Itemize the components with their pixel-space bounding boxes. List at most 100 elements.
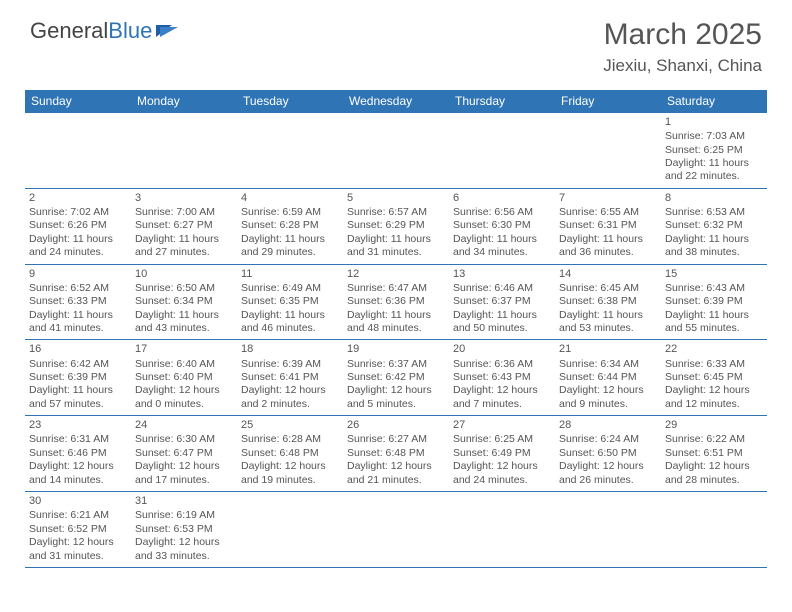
- sunset-text: Sunset: 6:45 PM: [665, 371, 763, 384]
- calendar-day-cell: 1Sunrise: 7:03 AMSunset: 6:25 PMDaylight…: [661, 113, 767, 189]
- sunrise-text: Sunrise: 6:45 AM: [559, 282, 657, 295]
- sunset-text: Sunset: 6:53 PM: [135, 523, 233, 536]
- sunset-text: Sunset: 6:46 PM: [29, 447, 127, 460]
- calendar-day-cell: [25, 113, 131, 189]
- day-header-row: Sunday Monday Tuesday Wednesday Thursday…: [25, 90, 767, 113]
- calendar-day-cell: [343, 492, 449, 568]
- day-number: 10: [135, 267, 233, 281]
- day-number: 27: [453, 418, 551, 432]
- day-number: 6: [453, 191, 551, 205]
- calendar-week-row: 30Sunrise: 6:21 AMSunset: 6:52 PMDayligh…: [25, 492, 767, 568]
- calendar-day-cell: [237, 113, 343, 189]
- calendar-day-cell: [555, 492, 661, 568]
- calendar-day-cell: 19Sunrise: 6:37 AMSunset: 6:42 PMDayligh…: [343, 340, 449, 416]
- daylight-text: Daylight: 11 hours and 46 minutes.: [241, 309, 339, 336]
- location-text: Jiexiu, Shanxi, China: [603, 56, 762, 76]
- sunrise-text: Sunrise: 6:30 AM: [135, 433, 233, 446]
- day-number: 31: [135, 494, 233, 508]
- daylight-text: Daylight: 12 hours and 7 minutes.: [453, 384, 551, 411]
- month-title: March 2025: [603, 18, 762, 52]
- calendar-day-cell: 8Sunrise: 6:53 AMSunset: 6:32 PMDaylight…: [661, 188, 767, 264]
- calendar-day-cell: 18Sunrise: 6:39 AMSunset: 6:41 PMDayligh…: [237, 340, 343, 416]
- sunrise-text: Sunrise: 6:24 AM: [559, 433, 657, 446]
- day-number: 1: [665, 115, 763, 129]
- calendar-body: 1Sunrise: 7:03 AMSunset: 6:25 PMDaylight…: [25, 113, 767, 568]
- sunrise-text: Sunrise: 6:50 AM: [135, 282, 233, 295]
- sunset-text: Sunset: 6:50 PM: [559, 447, 657, 460]
- day-number: 11: [241, 267, 339, 281]
- calendar-day-cell: 10Sunrise: 6:50 AMSunset: 6:34 PMDayligh…: [131, 264, 237, 340]
- sunrise-text: Sunrise: 6:28 AM: [241, 433, 339, 446]
- calendar-day-cell: 22Sunrise: 6:33 AMSunset: 6:45 PMDayligh…: [661, 340, 767, 416]
- sunrise-text: Sunrise: 7:03 AM: [665, 130, 763, 143]
- day-number: 16: [29, 342, 127, 356]
- sunset-text: Sunset: 6:36 PM: [347, 295, 445, 308]
- daylight-text: Daylight: 12 hours and 21 minutes.: [347, 460, 445, 487]
- sunrise-text: Sunrise: 6:33 AM: [665, 358, 763, 371]
- calendar-day-cell: 31Sunrise: 6:19 AMSunset: 6:53 PMDayligh…: [131, 492, 237, 568]
- daylight-text: Daylight: 12 hours and 2 minutes.: [241, 384, 339, 411]
- calendar-day-cell: 17Sunrise: 6:40 AMSunset: 6:40 PMDayligh…: [131, 340, 237, 416]
- day-number: 30: [29, 494, 127, 508]
- daylight-text: Daylight: 11 hours and 22 minutes.: [665, 157, 763, 184]
- sunset-text: Sunset: 6:28 PM: [241, 219, 339, 232]
- sunset-text: Sunset: 6:25 PM: [665, 144, 763, 157]
- day-header: Tuesday: [237, 90, 343, 113]
- sunset-text: Sunset: 6:43 PM: [453, 371, 551, 384]
- logo-text-general: General: [30, 18, 108, 44]
- sunrise-text: Sunrise: 6:39 AM: [241, 358, 339, 371]
- sunset-text: Sunset: 6:37 PM: [453, 295, 551, 308]
- daylight-text: Daylight: 12 hours and 17 minutes.: [135, 460, 233, 487]
- daylight-text: Daylight: 11 hours and 53 minutes.: [559, 309, 657, 336]
- sunrise-text: Sunrise: 6:25 AM: [453, 433, 551, 446]
- daylight-text: Daylight: 11 hours and 55 minutes.: [665, 309, 763, 336]
- daylight-text: Daylight: 11 hours and 24 minutes.: [29, 233, 127, 260]
- day-number: 24: [135, 418, 233, 432]
- sunset-text: Sunset: 6:44 PM: [559, 371, 657, 384]
- daylight-text: Daylight: 12 hours and 14 minutes.: [29, 460, 127, 487]
- sunrise-text: Sunrise: 7:02 AM: [29, 206, 127, 219]
- calendar-day-cell: 3Sunrise: 7:00 AMSunset: 6:27 PMDaylight…: [131, 188, 237, 264]
- calendar-week-row: 23Sunrise: 6:31 AMSunset: 6:46 PMDayligh…: [25, 416, 767, 492]
- sunrise-text: Sunrise: 6:22 AM: [665, 433, 763, 446]
- calendar-week-row: 9Sunrise: 6:52 AMSunset: 6:33 PMDaylight…: [25, 264, 767, 340]
- daylight-text: Daylight: 12 hours and 31 minutes.: [29, 536, 127, 563]
- sunset-text: Sunset: 6:41 PM: [241, 371, 339, 384]
- day-number: 19: [347, 342, 445, 356]
- sunrise-text: Sunrise: 6:59 AM: [241, 206, 339, 219]
- sunrise-text: Sunrise: 6:47 AM: [347, 282, 445, 295]
- day-number: 29: [665, 418, 763, 432]
- day-number: 23: [29, 418, 127, 432]
- sunset-text: Sunset: 6:34 PM: [135, 295, 233, 308]
- sunrise-text: Sunrise: 6:27 AM: [347, 433, 445, 446]
- daylight-text: Daylight: 11 hours and 41 minutes.: [29, 309, 127, 336]
- calendar-day-cell: 12Sunrise: 6:47 AMSunset: 6:36 PMDayligh…: [343, 264, 449, 340]
- sunset-text: Sunset: 6:38 PM: [559, 295, 657, 308]
- day-number: 12: [347, 267, 445, 281]
- calendar-day-cell: 16Sunrise: 6:42 AMSunset: 6:39 PMDayligh…: [25, 340, 131, 416]
- day-number: 26: [347, 418, 445, 432]
- daylight-text: Daylight: 12 hours and 0 minutes.: [135, 384, 233, 411]
- calendar-day-cell: 9Sunrise: 6:52 AMSunset: 6:33 PMDaylight…: [25, 264, 131, 340]
- day-number: 15: [665, 267, 763, 281]
- title-block: March 2025 Jiexiu, Shanxi, China: [603, 18, 762, 76]
- daylight-text: Daylight: 11 hours and 50 minutes.: [453, 309, 551, 336]
- day-number: 2: [29, 191, 127, 205]
- day-number: 7: [559, 191, 657, 205]
- sunset-text: Sunset: 6:27 PM: [135, 219, 233, 232]
- calendar-head: Sunday Monday Tuesday Wednesday Thursday…: [25, 90, 767, 113]
- daylight-text: Daylight: 11 hours and 38 minutes.: [665, 233, 763, 260]
- page-header: GeneralBlue March 2025 Jiexiu, Shanxi, C…: [0, 0, 792, 84]
- calendar-day-cell: 21Sunrise: 6:34 AMSunset: 6:44 PMDayligh…: [555, 340, 661, 416]
- day-header: Sunday: [25, 90, 131, 113]
- calendar-day-cell: [131, 113, 237, 189]
- day-number: 28: [559, 418, 657, 432]
- day-number: 5: [347, 191, 445, 205]
- day-number: 25: [241, 418, 339, 432]
- sunset-text: Sunset: 6:35 PM: [241, 295, 339, 308]
- calendar-day-cell: [555, 113, 661, 189]
- daylight-text: Daylight: 11 hours and 36 minutes.: [559, 233, 657, 260]
- sunset-text: Sunset: 6:51 PM: [665, 447, 763, 460]
- daylight-text: Daylight: 12 hours and 33 minutes.: [135, 536, 233, 563]
- sunrise-text: Sunrise: 6:36 AM: [453, 358, 551, 371]
